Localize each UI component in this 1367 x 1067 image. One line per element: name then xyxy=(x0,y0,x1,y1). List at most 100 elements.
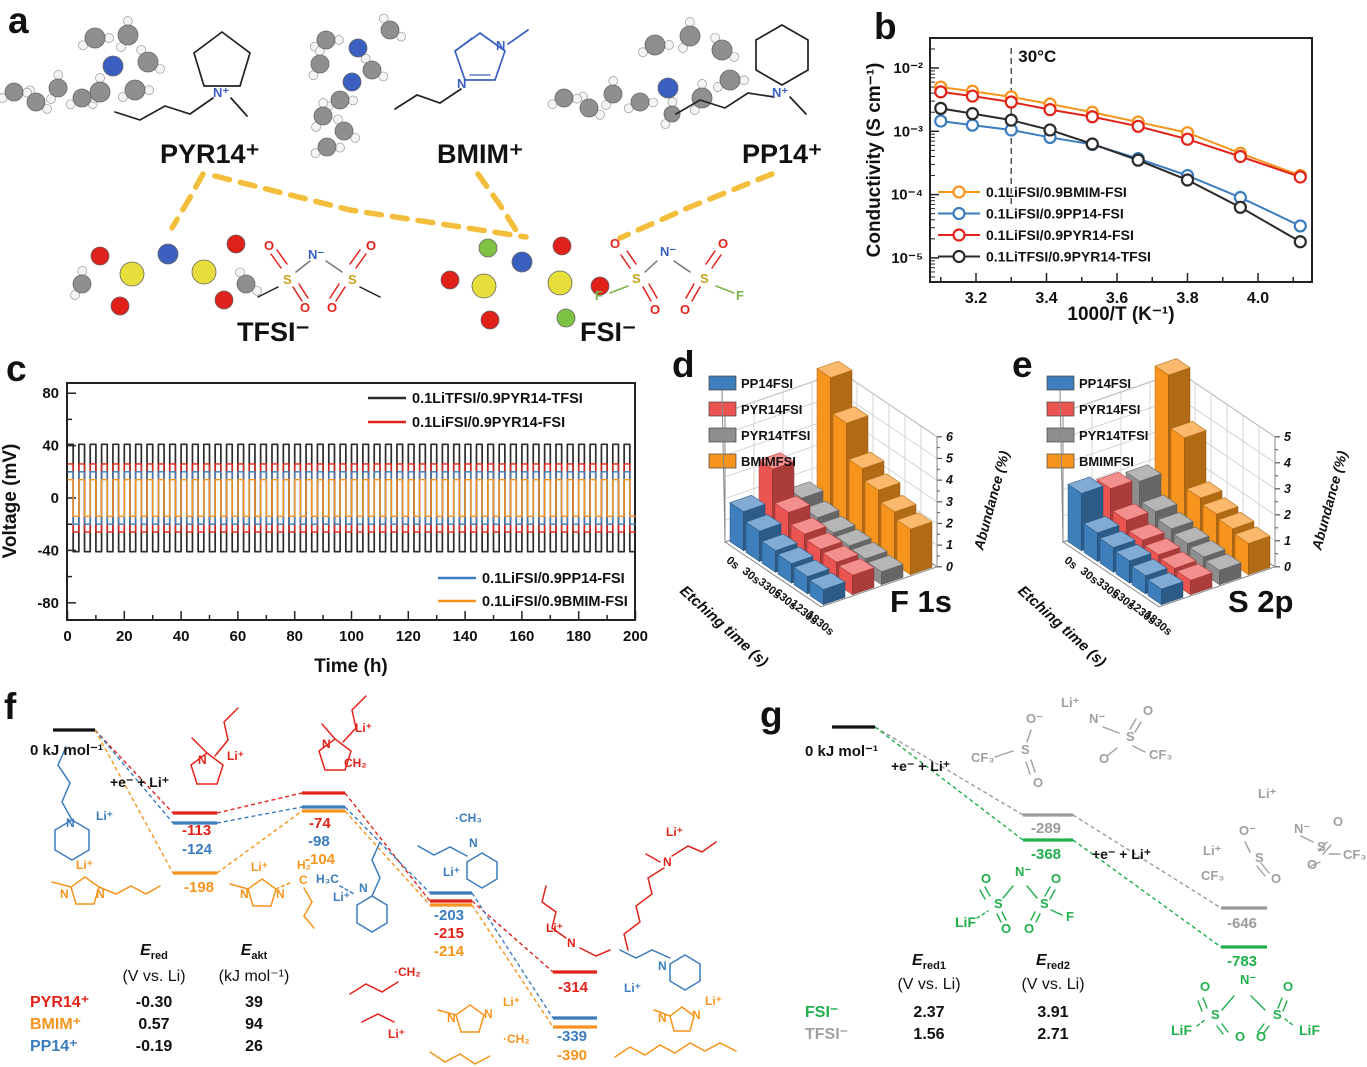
svg-text:10⁻²: 10⁻² xyxy=(893,60,923,77)
svg-text:2: 2 xyxy=(1283,508,1291,522)
svg-text:N: N xyxy=(60,887,69,901)
svg-text:O: O xyxy=(1051,871,1061,886)
svg-text:S: S xyxy=(1211,1007,1220,1022)
table-header-row: Ered1 Ered2 xyxy=(912,952,1070,973)
svg-text:60: 60 xyxy=(230,628,247,645)
svg-text:N: N xyxy=(240,887,249,901)
svg-text:O: O xyxy=(718,236,728,251)
svg-text:40: 40 xyxy=(173,628,190,645)
svg-text:0: 0 xyxy=(1284,560,1291,574)
svg-text:120: 120 xyxy=(396,628,421,645)
svg-text:Li⁺: Li⁺ xyxy=(546,921,563,935)
svg-text:N⁻: N⁻ xyxy=(1294,821,1310,836)
svg-text:S: S xyxy=(632,271,641,286)
svg-text:N: N xyxy=(322,737,331,751)
molecule-triflate-radical xyxy=(994,729,1036,775)
svg-text:Voltage (mV): Voltage (mV) xyxy=(0,444,21,559)
svg-text:0.1LiTFSI/0.9PYR14-TFSI: 0.1LiTFSI/0.9PYR14-TFSI xyxy=(412,391,583,407)
panel-letter-d: d xyxy=(672,344,695,385)
legend-item: BMIMFSI xyxy=(708,453,796,469)
molecule-fsi-double-lif xyxy=(1196,995,1295,1035)
svg-text:Etching time (s): Etching time (s) xyxy=(676,582,771,670)
svg-text:0.1LiFSI/0.9PP14-FSI: 0.1LiFSI/0.9PP14-FSI xyxy=(482,571,625,587)
svg-text:N: N xyxy=(484,1007,493,1021)
legend-item: 0.1LiFSI/0.9PP14-FSI xyxy=(938,206,1124,222)
legend-item: 0.1LiTFSI/0.9PYR14-TFSI xyxy=(938,249,1151,265)
svg-text:LiF: LiF xyxy=(955,914,976,930)
molecule-ring-opened-amine-2 xyxy=(541,885,611,957)
ball-and-stick-models xyxy=(0,13,749,330)
svg-text:Li⁺: Li⁺ xyxy=(76,858,93,872)
table-row: PP14⁺ -0.19 26 xyxy=(30,1038,263,1055)
legend-item: PP14FSI xyxy=(1046,375,1131,391)
svg-text:Li⁺: Li⁺ xyxy=(388,1027,405,1041)
svg-text:3.6: 3.6 xyxy=(1106,290,1128,307)
svg-text:-215: -215 xyxy=(434,925,464,942)
svg-text:N⁻: N⁻ xyxy=(1089,711,1105,726)
svg-text:Li⁺: Li⁺ xyxy=(1061,695,1080,710)
svg-text:Li⁺: Li⁺ xyxy=(503,995,520,1009)
svg-text:-214: -214 xyxy=(434,943,465,960)
svg-text:O: O xyxy=(1307,857,1317,872)
svg-text:·CH₂: ·CH₂ xyxy=(503,1032,530,1046)
svg-text:3: 3 xyxy=(1284,482,1291,496)
svg-text:BMIMFSI: BMIMFSI xyxy=(1079,454,1134,469)
svg-text:200: 200 xyxy=(623,628,648,645)
molecule-butyl-piperidine xyxy=(619,949,701,991)
svg-text:Li⁺: Li⁺ xyxy=(96,809,113,823)
conductivity-arrhenius-chart: 3.2 3.4 3.6 3.8 4.0 10⁻² 10⁻³ 10⁻⁴ 10⁻⁵ 30°C 0.1Li… xyxy=(864,37,1313,325)
svg-text:S 2p: S 2p xyxy=(1228,584,1293,619)
svg-text:PYR14TFSI: PYR14TFSI xyxy=(741,428,810,443)
svg-text:PP14FSI: PP14FSI xyxy=(1079,376,1131,391)
legend-item: BMIMFSI xyxy=(1046,453,1134,469)
svg-text:FSI⁻: FSI⁻ xyxy=(580,317,636,347)
cation-reduction-table: Ered Eakt (V vs. Li) (kJ mol⁻¹) PYR14⁺ -… xyxy=(30,942,304,1058)
svg-text:C: C xyxy=(299,873,308,887)
svg-text:-289: -289 xyxy=(1031,820,1061,837)
panel-letter-g: g xyxy=(760,694,783,735)
svg-text:PP14FSI: PP14FSI xyxy=(741,376,793,391)
legend-item: 0.1LiFSI/0.9PYR14-FSI xyxy=(368,415,565,431)
svg-text:S: S xyxy=(1126,729,1135,744)
svg-text:Li⁺: Li⁺ xyxy=(355,721,372,735)
table-units-row: (V vs. Li) (V vs. Li) xyxy=(897,976,1085,993)
svg-text:S: S xyxy=(1273,1007,1282,1022)
molecule-octane-chain xyxy=(614,1042,737,1058)
svg-text:TFSI⁻: TFSI⁻ xyxy=(237,317,310,347)
svg-text:3.2: 3.2 xyxy=(965,290,987,307)
bar3d-BMIMFSI-1830s xyxy=(896,512,933,576)
svg-text:180: 180 xyxy=(566,628,591,645)
svg-text:S: S xyxy=(994,896,1003,911)
svg-text:40: 40 xyxy=(42,438,59,455)
svg-text:·CH₂: ·CH₂ xyxy=(394,965,421,979)
svg-text:-198: -198 xyxy=(184,879,214,896)
svg-text:F: F xyxy=(736,288,744,303)
svg-text:0: 0 xyxy=(63,628,71,645)
svg-text:1000/T (K⁻¹): 1000/T (K⁻¹) xyxy=(1067,304,1174,325)
svg-text:S: S xyxy=(1040,896,1049,911)
svg-text:-783: -783 xyxy=(1227,953,1257,970)
svg-text:N: N xyxy=(496,38,505,53)
molecule-imidazolium-li xyxy=(51,876,161,905)
svg-text:-113: -113 xyxy=(182,822,211,839)
svg-text:PYR14FSI: PYR14FSI xyxy=(741,402,802,417)
svg-text:Abundance (%): Abundance (%) xyxy=(1308,449,1350,553)
svg-text:-40: -40 xyxy=(37,542,59,559)
svg-text:H₃C: H₃C xyxy=(316,872,339,886)
ered1-header: E xyxy=(912,952,923,969)
legend-item: 0.1LiTFSI/0.9PYR14-TFSI xyxy=(368,391,583,407)
panel-a-labels: PYR14⁺ BMIM⁺ PP14⁺TFSI⁻ FSI⁻N⁺NNN⁺ON⁻OS SO OO… xyxy=(160,38,822,347)
svg-text:O: O xyxy=(1001,921,1011,936)
svg-text:O: O xyxy=(300,300,310,315)
svg-text:O: O xyxy=(981,871,991,886)
svg-text:PYR14⁺: PYR14⁺ xyxy=(160,139,260,169)
panel-letter-e: e xyxy=(1012,344,1033,385)
legend-item: PYR14FSI xyxy=(1046,401,1140,417)
svg-text:10⁻³: 10⁻³ xyxy=(893,123,923,140)
bar3d-PYR14FSI-1830s xyxy=(1176,563,1213,596)
svg-text:-390: -390 xyxy=(557,1047,587,1064)
svg-text:N: N xyxy=(276,887,285,901)
svg-text:-203: -203 xyxy=(434,907,464,924)
molecule-fsi-radical-lif xyxy=(976,885,1063,923)
svg-text:PYR14TFSI: PYR14TFSI xyxy=(1079,428,1148,443)
